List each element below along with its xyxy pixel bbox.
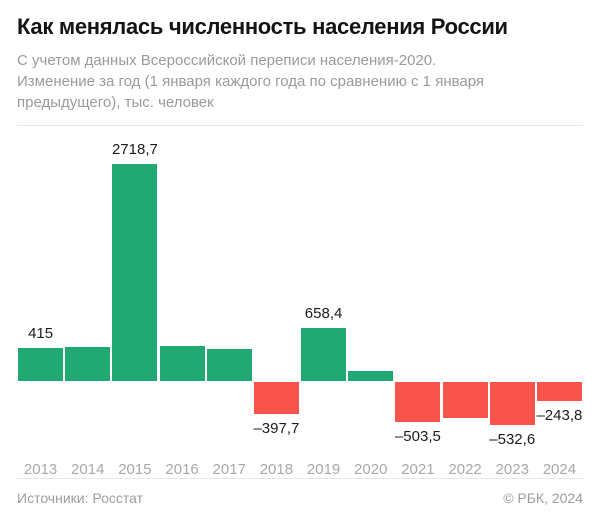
x-axis-label-2013: 2013	[23, 460, 58, 478]
x-axis-label-2024: 2024	[542, 460, 577, 478]
x-axis-label-2014: 2014	[71, 460, 105, 478]
bar-2023	[489, 381, 535, 425]
value-label-2015: 2718,7	[111, 140, 158, 158]
population-bar-chart: 415 2013 2014 2718,7 2015 2016 2017 –397,7 2018 6…	[17, 126, 583, 478]
x-axis-label-2015: 2015	[118, 460, 152, 478]
value-label-2013: 415	[28, 324, 54, 342]
value-label-2019: 658,4	[304, 304, 343, 322]
x-axis-label-2019: 2019	[306, 460, 341, 478]
header-divider	[17, 124, 583, 126]
footer: Источники: Росстат © РБК, 2024	[17, 479, 583, 506]
bar-2016	[159, 345, 205, 381]
bar-2020	[348, 370, 394, 381]
source-note: Источники: Росстат	[17, 489, 144, 506]
bar-2022	[442, 381, 488, 418]
value-label-2023: –532,6	[489, 430, 536, 448]
chart-subtitle: С учетом данных Всероссийской переписи н…	[17, 50, 537, 113]
bar-2017	[206, 348, 252, 381]
bar-2015	[112, 163, 158, 381]
value-label-2018: –397,7	[253, 419, 300, 437]
bar-2013	[18, 347, 64, 381]
x-axis-label-2023: 2023	[495, 460, 529, 478]
value-label-2024: –243,8	[536, 406, 583, 424]
x-axis-label-2017: 2017	[212, 460, 246, 478]
bar-2021	[395, 381, 441, 422]
value-label-2021: –503,5	[394, 427, 441, 445]
x-axis-label-2020: 2020	[354, 460, 388, 478]
bar-2014	[65, 346, 111, 381]
subtitle-line-1: С учетом данных Всероссийской переписи н…	[17, 51, 437, 69]
bar-2018	[253, 381, 299, 414]
x-axis-label-2022: 2022	[448, 460, 482, 478]
subtitle-line-2: Изменение за год (1 января каждого года …	[17, 72, 485, 111]
copyright-note: © РБК, 2024	[503, 489, 583, 506]
bar-2019	[301, 327, 347, 381]
page-title: Как менялась численность населения Росси…	[17, 14, 508, 39]
x-axis-label-2021: 2021	[401, 460, 435, 478]
footer-divider	[17, 477, 583, 479]
x-axis-label-2018: 2018	[259, 460, 294, 478]
bar-2024	[536, 381, 582, 401]
x-axis-label-2016: 2016	[165, 460, 199, 478]
